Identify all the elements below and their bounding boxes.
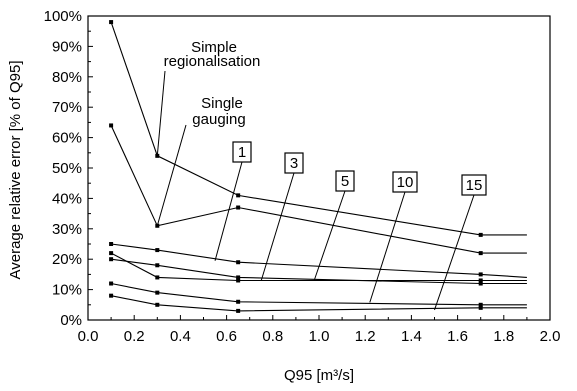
box-label-frame — [232, 141, 252, 163]
x-tick-label: 0.2 — [124, 328, 145, 345]
data-point — [236, 260, 241, 265]
data-point — [478, 281, 483, 286]
axes-layer: 0.0 0.2 0.4 0.6 0.8 1.0 1.2 1.4 1.6 1.8 2.0 0% 10% 20… — [44, 8, 561, 345]
annotation-leader — [156, 70, 166, 156]
y-tick-label: 50% — [52, 160, 82, 177]
data-point — [109, 257, 114, 262]
box-label-text: 10 — [397, 174, 414, 191]
data-point — [478, 305, 483, 310]
data-point — [155, 275, 160, 280]
data-point — [236, 308, 241, 313]
box-label-text: 1 — [238, 144, 246, 161]
data-point — [236, 275, 241, 280]
data-point — [236, 205, 241, 210]
series-path — [111, 258, 527, 285]
y-tick-label: 100% — [44, 8, 82, 25]
data-point — [109, 20, 114, 25]
x-tick-label: 1.0 — [309, 328, 330, 345]
y-axis-title: Average relative error [% of Q95] — [7, 61, 24, 280]
data-point — [478, 278, 483, 283]
x-tick-label: 0.6 — [216, 328, 237, 345]
series-path — [111, 243, 527, 278]
y-tick-label: 0% — [60, 312, 82, 329]
y-tick-label: 60% — [52, 130, 82, 147]
annotation-line: Single — [201, 95, 243, 112]
series-layer — [109, 20, 527, 313]
box-label-leader — [313, 190, 346, 281]
y-tick-label: 30% — [52, 221, 82, 238]
annotation-line: regionalisation — [164, 53, 261, 70]
data-point — [236, 193, 241, 198]
data-point — [109, 293, 114, 298]
annotation-line: Simple — [191, 39, 237, 56]
series-line-4 — [109, 257, 527, 286]
data-point — [109, 281, 114, 286]
series-line-6 — [109, 293, 527, 313]
series-line-3 — [109, 251, 527, 283]
x-tick-label: 1.6 — [447, 328, 468, 345]
annotation-leader — [156, 124, 187, 226]
data-point — [109, 251, 114, 256]
series-path — [110, 282, 527, 306]
y-tick-label: 40% — [52, 190, 82, 207]
box-label-frame — [284, 152, 304, 174]
y-tick-label: 10% — [52, 282, 82, 299]
x-tick-label: 1.8 — [493, 328, 514, 345]
annotation-line: gauging — [192, 111, 245, 128]
box-label-frame — [392, 171, 418, 193]
x-tick-label: 0.0 — [78, 328, 99, 345]
y-tick-label: 90% — [52, 38, 82, 55]
box-label-leader — [434, 194, 475, 311]
box-label-leader — [369, 191, 406, 303]
box-label-text: 5 — [341, 173, 349, 190]
annotation-text: Single gauging — [192, 95, 245, 128]
x-tick-label: 1.4 — [401, 328, 422, 345]
box-label-text: 3 — [290, 155, 298, 172]
data-point — [478, 272, 483, 277]
data-point — [155, 248, 160, 253]
data-point — [236, 278, 241, 283]
x-tick-label: 2.0 — [540, 328, 561, 345]
annotation-text: Simple regionalisation — [164, 39, 261, 70]
box-label-leader — [214, 161, 243, 261]
data-point — [478, 232, 483, 237]
box-label-frame — [461, 174, 487, 196]
series-line-5 — [109, 281, 527, 307]
data-point — [109, 242, 114, 246]
data-point — [478, 251, 483, 256]
y-tick-label: 70% — [52, 99, 82, 116]
box-label-frame — [335, 170, 355, 192]
data-point — [155, 263, 160, 268]
y-tick-label: 80% — [52, 69, 82, 86]
x-tick-label: 0.8 — [262, 328, 283, 345]
box-label-text: 15 — [466, 177, 483, 194]
data-point — [478, 302, 483, 307]
y-tick-label: 20% — [52, 251, 82, 268]
x-axis-title: Q95 [m³/s] — [284, 367, 354, 384]
data-point — [109, 123, 114, 128]
data-point — [155, 290, 160, 295]
series-line-2 — [109, 242, 527, 278]
data-point — [236, 299, 241, 304]
data-point — [155, 302, 160, 307]
x-tick-label: 1.2 — [355, 328, 376, 345]
x-tick-label: 0.4 — [170, 328, 191, 345]
box-label-leader — [260, 172, 295, 281]
annotation-layer: Simple regionalisation Single gauging 1 3 5 10 1… — [156, 39, 487, 311]
